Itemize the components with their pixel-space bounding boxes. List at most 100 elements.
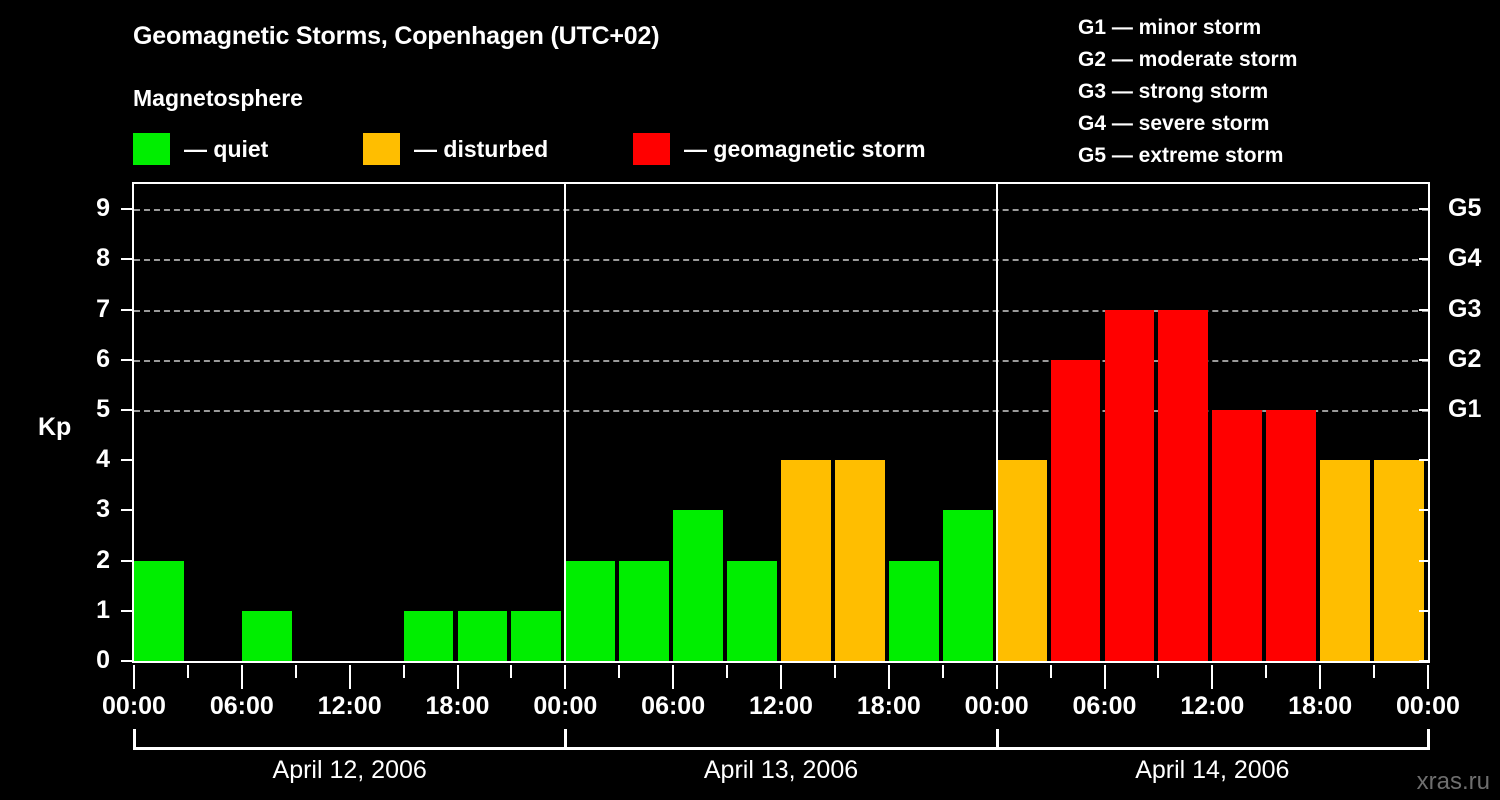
legend-label-disturbed: — disturbed <box>414 135 549 162</box>
legend-swatch-disturbed <box>363 133 400 165</box>
x-tick-major <box>995 665 998 689</box>
g-legend-line-1: G1 — minor storm <box>1078 16 1262 39</box>
y-tick-label-7: 7 <box>96 294 110 323</box>
legend-swatch-geomagnetic-storm <box>633 133 670 165</box>
bar <box>888 560 939 661</box>
day-divider <box>995 184 998 661</box>
g-tick-mark-G2 <box>1419 358 1430 361</box>
y-tick-mark-5 <box>121 408 132 411</box>
y-tick-mark-9 <box>121 208 132 211</box>
x-tick-label: 00:00 <box>964 692 1029 720</box>
gridline-kp-7 <box>134 309 1428 312</box>
y-tick-label-4: 4 <box>96 445 110 474</box>
bar <box>134 560 184 661</box>
y-tick-label-0: 0 <box>96 646 110 674</box>
x-tick-minor <box>726 665 729 678</box>
x-tick-major <box>564 665 567 689</box>
x-tick-label: 00:00 <box>533 692 598 720</box>
x-tick-major <box>672 665 675 689</box>
x-tick-minor <box>618 665 621 678</box>
plot-area <box>132 182 1430 663</box>
x-tick-major <box>348 665 351 689</box>
legend-label-quiet: — quiet <box>184 135 269 162</box>
x-tick-major <box>133 665 135 689</box>
g-tick-mark-G4 <box>1419 258 1430 261</box>
date-label: April 13, 2006 <box>703 756 859 784</box>
g-axis-minor-tick-3 <box>1419 509 1430 512</box>
x-tick-minor <box>294 665 297 678</box>
bar <box>781 460 831 661</box>
bar <box>673 510 724 661</box>
x-tick-minor <box>1049 665 1052 678</box>
y-tick-label-8: 8 <box>96 244 110 273</box>
g-tick-label-G1: G1 <box>1448 394 1482 423</box>
x-tick-major <box>1211 665 1214 689</box>
bar <box>511 610 562 661</box>
gridline-kp-6 <box>134 359 1428 362</box>
x-tick-major <box>887 665 890 689</box>
g-tick-mark-G1 <box>1419 408 1430 411</box>
y-tick-label-5: 5 <box>96 394 110 423</box>
g-legend-line-4: G4 — severe storm <box>1078 112 1270 135</box>
x-tick-label: 18:00 <box>856 692 921 720</box>
y-tick-mark-7 <box>121 308 132 311</box>
legend-entry-quiet: — quiet <box>133 133 268 165</box>
x-tick-minor <box>1157 665 1160 678</box>
x-tick-label: 18:00 <box>425 692 490 720</box>
bar <box>403 610 454 661</box>
legend-swatch-quiet <box>133 133 170 165</box>
bar <box>457 610 508 661</box>
y-tick-label-6: 6 <box>96 344 110 373</box>
bar <box>834 460 885 661</box>
y-tick-mark-8 <box>121 258 132 261</box>
y-tick-mark-1 <box>121 609 132 612</box>
g-scale-legend: G1 — minor storm G2 — moderate storm G3 — … <box>1078 12 1408 172</box>
g-tick-label-G2: G2 <box>1448 344 1482 373</box>
date-bracket-tick <box>1427 729 1430 750</box>
g-tick-label-G5: G5 <box>1448 194 1482 223</box>
date-label: April 14, 2006 <box>1135 756 1290 784</box>
y-tick-mark-4 <box>121 459 132 462</box>
g-tick-mark-G5 <box>1419 208 1430 211</box>
y-tick-label-3: 3 <box>96 495 110 524</box>
legend-entry-geomagnetic-storm: — geomagnetic storm <box>633 133 926 165</box>
bar <box>1050 359 1101 661</box>
plot-inner <box>134 184 1428 661</box>
g-axis-minor-tick-4 <box>1419 459 1430 462</box>
y-tick-label-2: 2 <box>96 545 110 574</box>
g-tick-label-G4: G4 <box>1448 244 1482 273</box>
legend-label-geomagnetic-storm: — geomagnetic storm <box>684 135 926 162</box>
bar <box>1212 409 1263 661</box>
bar <box>1374 460 1424 661</box>
x-tick-major <box>240 665 243 689</box>
bar <box>241 610 292 661</box>
y-tick-label-1: 1 <box>96 595 110 624</box>
g-axis-minor-tick-2 <box>1419 559 1430 562</box>
x-tick-major <box>1427 665 1429 689</box>
day-divider <box>564 184 567 661</box>
x-tick-minor <box>1265 665 1268 678</box>
bar <box>565 560 616 661</box>
bar <box>1104 309 1155 661</box>
watermark: xras.ru <box>1416 768 1490 795</box>
gridline-kp-8 <box>134 259 1428 262</box>
x-tick-minor <box>1373 665 1376 678</box>
x-tick-major <box>456 665 459 689</box>
gridline-kp-9 <box>134 209 1428 212</box>
bar <box>619 560 670 661</box>
x-tick-minor <box>186 665 189 678</box>
date-bracket-tick <box>133 729 136 750</box>
y-tick-mark-3 <box>121 509 132 512</box>
g-tick-mark-G3 <box>1419 308 1430 311</box>
x-tick-major <box>780 665 782 689</box>
x-tick-label: 12:00 <box>749 692 813 720</box>
g-legend-line-5: G5 — extreme storm <box>1078 144 1284 167</box>
bar <box>727 560 777 661</box>
g-axis-minor-tick-1 <box>1419 609 1430 612</box>
y-tick-label-9: 9 <box>96 194 110 223</box>
page-title: Geomagnetic Storms, Copenhagen (UTC+02) <box>133 22 660 50</box>
g-tick-label-G3: G3 <box>1448 294 1482 323</box>
x-tick-label: 06:00 <box>209 692 274 720</box>
y-axis-title: Kp <box>38 413 72 441</box>
x-tick-label: 06:00 <box>1072 692 1137 720</box>
